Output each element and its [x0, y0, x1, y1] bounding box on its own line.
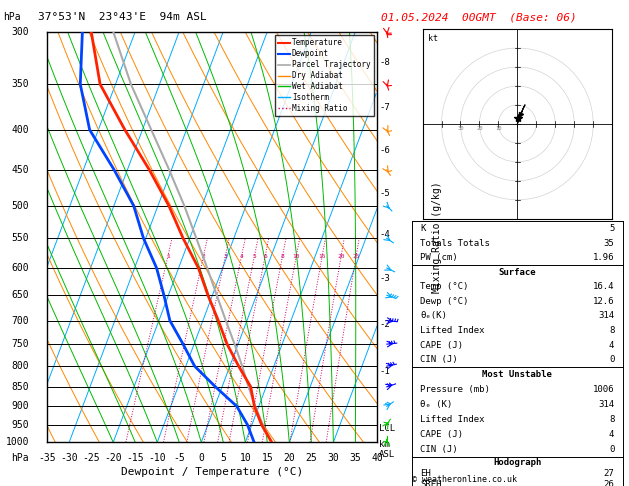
Text: 10: 10 — [292, 254, 300, 259]
Text: 25: 25 — [306, 452, 317, 463]
Text: 27: 27 — [604, 469, 615, 478]
Text: 10: 10 — [240, 452, 251, 463]
Text: -6: -6 — [379, 146, 390, 155]
Text: 550: 550 — [11, 233, 29, 243]
Text: 3: 3 — [223, 254, 227, 259]
Text: 15: 15 — [262, 452, 273, 463]
Text: -8: -8 — [379, 57, 390, 67]
Text: 500: 500 — [11, 201, 29, 211]
Text: -15: -15 — [126, 452, 144, 463]
Text: 40: 40 — [372, 452, 383, 463]
Text: 15: 15 — [318, 254, 326, 259]
Text: SREH: SREH — [420, 480, 442, 486]
Text: 300: 300 — [11, 27, 29, 36]
Text: 8: 8 — [609, 326, 615, 335]
Text: θₑ (K): θₑ (K) — [420, 400, 453, 409]
Text: 4: 4 — [609, 341, 615, 349]
Text: hPa: hPa — [11, 452, 29, 463]
Text: Lifted Index: Lifted Index — [420, 326, 485, 335]
Text: 6: 6 — [263, 254, 267, 259]
Text: 900: 900 — [11, 401, 29, 411]
Text: Temp (°C): Temp (°C) — [420, 282, 469, 291]
Text: 26: 26 — [604, 480, 615, 486]
Text: kt: kt — [428, 34, 438, 43]
Text: 5: 5 — [220, 452, 226, 463]
Text: -7: -7 — [379, 103, 390, 112]
Text: -30: -30 — [60, 452, 78, 463]
Text: -4: -4 — [379, 230, 390, 239]
Text: 20: 20 — [476, 125, 482, 131]
Text: 35: 35 — [350, 452, 361, 463]
Text: LCL: LCL — [379, 424, 395, 433]
Text: 2: 2 — [201, 254, 205, 259]
Text: 0: 0 — [609, 355, 615, 364]
Text: 0: 0 — [198, 452, 204, 463]
Text: 1.96: 1.96 — [593, 253, 615, 262]
Text: 25: 25 — [352, 254, 360, 259]
Text: 30: 30 — [328, 452, 339, 463]
Text: -20: -20 — [104, 452, 122, 463]
Text: 30: 30 — [457, 125, 464, 131]
Text: Totals Totals: Totals Totals — [420, 239, 490, 247]
Text: -1: -1 — [379, 367, 390, 376]
Text: 20: 20 — [337, 254, 345, 259]
Text: 4: 4 — [609, 430, 615, 439]
Text: CIN (J): CIN (J) — [420, 445, 458, 454]
Text: 37°53'N  23°43'E  94m ASL: 37°53'N 23°43'E 94m ASL — [38, 12, 206, 22]
Text: -10: -10 — [148, 452, 166, 463]
Text: 16.4: 16.4 — [593, 282, 615, 291]
Text: CIN (J): CIN (J) — [420, 355, 458, 364]
Text: 35: 35 — [604, 239, 615, 247]
Text: -5: -5 — [174, 452, 185, 463]
Text: 5: 5 — [252, 254, 256, 259]
Text: km
ASL: km ASL — [379, 440, 395, 459]
Text: EH: EH — [420, 469, 431, 478]
Text: -5: -5 — [379, 189, 390, 198]
Text: PW (cm): PW (cm) — [420, 253, 458, 262]
Text: 10: 10 — [495, 125, 502, 131]
Text: -25: -25 — [82, 452, 100, 463]
Text: 400: 400 — [11, 125, 29, 135]
Text: Dewpoint / Temperature (°C): Dewpoint / Temperature (°C) — [121, 467, 303, 477]
Text: 700: 700 — [11, 315, 29, 326]
Text: 314: 314 — [598, 312, 615, 320]
Text: CAPE (J): CAPE (J) — [420, 430, 464, 439]
Text: hPa: hPa — [3, 12, 21, 22]
Text: 850: 850 — [11, 382, 29, 392]
Text: 1000: 1000 — [6, 437, 29, 447]
Text: 1006: 1006 — [593, 385, 615, 394]
Text: 350: 350 — [11, 79, 29, 89]
Text: 750: 750 — [11, 339, 29, 349]
Text: 4: 4 — [240, 254, 243, 259]
Text: 01.05.2024  00GMT  (Base: 06): 01.05.2024 00GMT (Base: 06) — [381, 12, 576, 22]
Text: Mixing Ratio (g/kg): Mixing Ratio (g/kg) — [432, 181, 442, 293]
Text: Lifted Index: Lifted Index — [420, 415, 485, 424]
Text: 314: 314 — [598, 400, 615, 409]
Text: 8: 8 — [609, 415, 615, 424]
Text: 650: 650 — [11, 290, 29, 300]
Text: 0: 0 — [609, 445, 615, 454]
Text: Most Unstable: Most Unstable — [482, 370, 552, 379]
Text: -2: -2 — [379, 320, 390, 329]
Text: 800: 800 — [11, 361, 29, 371]
Text: 12.6: 12.6 — [593, 297, 615, 306]
Text: 20: 20 — [284, 452, 295, 463]
Text: CAPE (J): CAPE (J) — [420, 341, 464, 349]
Text: 5: 5 — [609, 224, 615, 233]
Text: © weatheronline.co.uk: © weatheronline.co.uk — [412, 474, 517, 484]
Text: K: K — [420, 224, 426, 233]
Text: Hodograph: Hodograph — [493, 458, 542, 467]
Text: Pressure (mb): Pressure (mb) — [420, 385, 490, 394]
Text: 600: 600 — [11, 263, 29, 273]
Text: 1: 1 — [166, 254, 170, 259]
Text: 950: 950 — [11, 420, 29, 430]
Legend: Temperature, Dewpoint, Parcel Trajectory, Dry Adiabat, Wet Adiabat, Isotherm, Mi: Temperature, Dewpoint, Parcel Trajectory… — [275, 35, 374, 116]
Text: Surface: Surface — [499, 268, 536, 277]
Text: Dewp (°C): Dewp (°C) — [420, 297, 469, 306]
Text: -3: -3 — [379, 274, 390, 282]
Text: 8: 8 — [281, 254, 284, 259]
Text: θₑ(K): θₑ(K) — [420, 312, 447, 320]
Text: -35: -35 — [38, 452, 56, 463]
Text: 450: 450 — [11, 165, 29, 175]
